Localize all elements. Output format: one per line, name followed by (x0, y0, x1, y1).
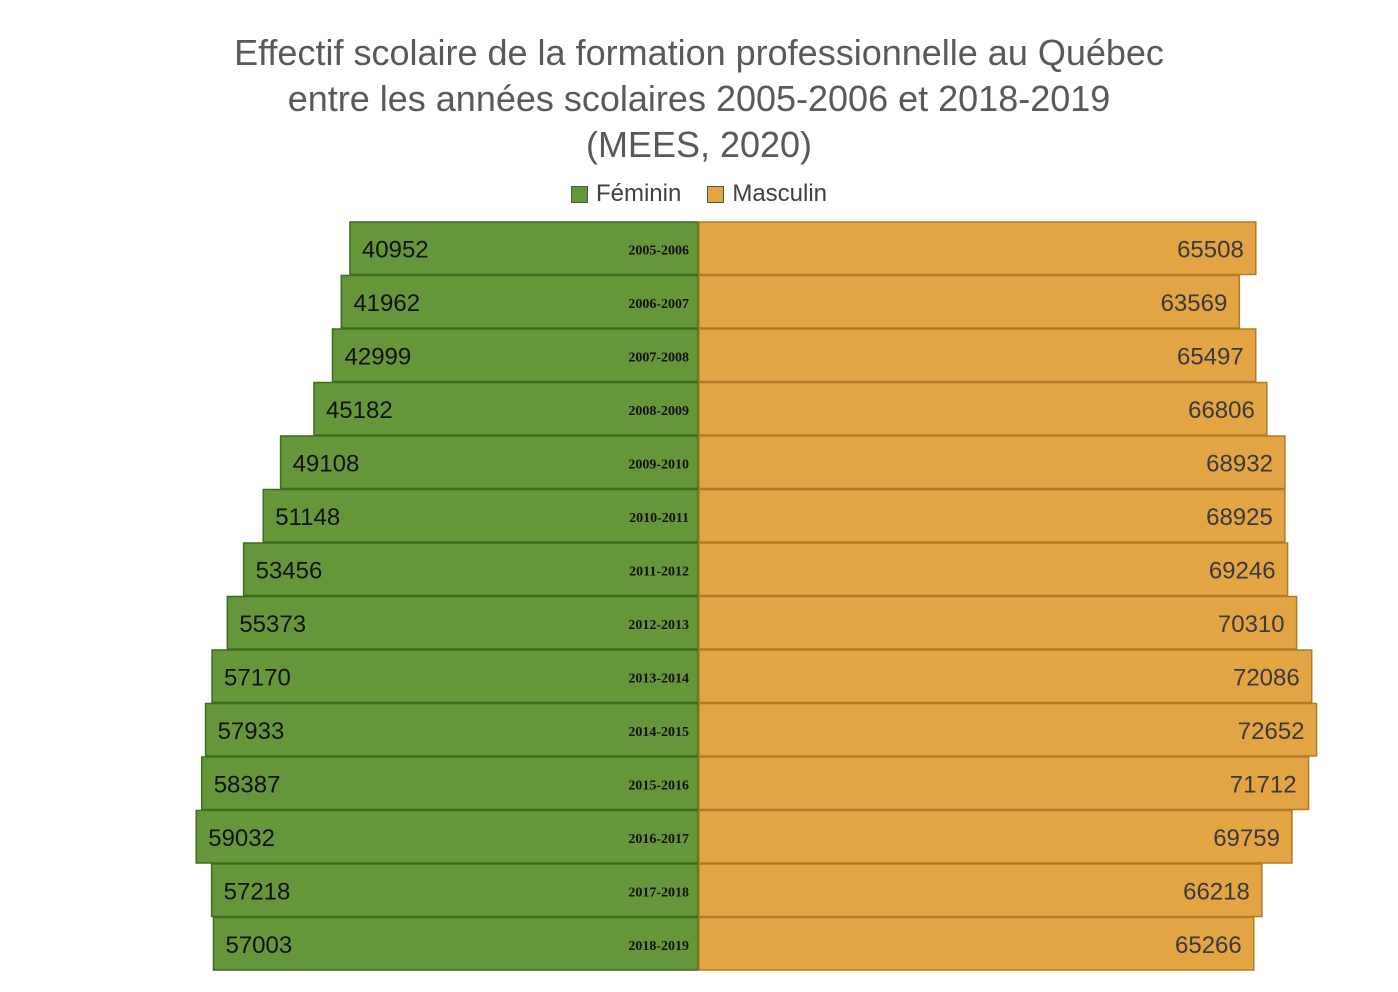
data-label-masculin-2016-2017: 69759 (1213, 825, 1280, 852)
bar-feminin-2016-2017 (195, 809, 699, 864)
category-label-2017-2018: 2017-2018 (628, 885, 689, 900)
category-label-2012-2013: 2012-2013 (628, 618, 689, 633)
data-label-masculin-2015-2016: 71712 (1230, 771, 1297, 798)
bar-masculin-2006-2007 (698, 274, 1241, 329)
bar-feminin-2009-2010 (279, 435, 699, 490)
bar-feminin-2012-2013 (226, 595, 699, 650)
data-label-feminin-2006-2007: 41962 (353, 290, 420, 317)
data-label-masculin-2009-2010: 68932 (1206, 450, 1273, 477)
bar-feminin-2005-2006 (349, 221, 699, 276)
data-label-feminin-2005-2006: 40952 (362, 236, 429, 263)
legend-label-feminin: Féminin (595, 180, 682, 207)
category-label-2013-2014: 2013-2014 (628, 671, 689, 686)
bar-masculin-2010-2011 (698, 488, 1286, 543)
bar-masculin-2005-2006 (698, 221, 1257, 276)
bar-masculin-2018-2019 (698, 916, 1255, 971)
bar-masculin-2009-2010 (698, 435, 1286, 490)
bar-feminin-2011-2012 (242, 542, 699, 597)
data-label-feminin-2017-2018: 57218 (224, 878, 291, 905)
data-label-feminin-2009-2010: 49108 (293, 450, 360, 477)
data-label-masculin-2008-2009: 66806 (1188, 397, 1255, 424)
category-label-2011-2012: 2011-2012 (629, 564, 689, 579)
chart-title-line-2: entre les années scolaires 2005-2006 et … (287, 78, 1111, 119)
bar-masculin-2014-2015 (698, 702, 1318, 757)
category-label-2010-2011: 2010-2011 (629, 511, 689, 526)
data-label-feminin-2008-2009: 45182 (326, 397, 393, 424)
data-label-masculin-2006-2007: 63569 (1161, 290, 1228, 317)
category-label-2005-2006: 2005-2006 (628, 243, 689, 258)
data-label-feminin-2011-2012: 53456 (256, 557, 323, 584)
bar-feminin-2007-2008 (331, 328, 699, 383)
category-label-2006-2007: 2006-2007 (628, 297, 689, 312)
bar-masculin-2007-2008 (698, 328, 1257, 383)
category-label-2018-2019: 2018-2019 (628, 939, 689, 954)
legend-item-feminin: Féminin (570, 180, 682, 208)
category-label-2016-2017: 2016-2017 (628, 832, 689, 847)
legend-label-masculin: Masculin (732, 180, 828, 207)
bar-feminin-2018-2019 (212, 916, 699, 971)
data-label-feminin-2016-2017: 59032 (208, 825, 275, 852)
data-label-masculin-2013-2014: 72086 (1233, 664, 1300, 691)
legend-item-masculin: Masculin (707, 180, 827, 208)
bar-masculin-2016-2017 (698, 809, 1293, 864)
chart-legend: Féminin Masculin (0, 180, 1398, 208)
bar-feminin-2006-2007 (340, 274, 699, 329)
category-label-2009-2010: 2009-2010 (628, 457, 689, 472)
bar-feminin-2008-2009 (313, 381, 699, 436)
chart-title-line-1: Effectif scolaire de la formation profes… (234, 32, 1164, 73)
data-label-feminin-2015-2016: 58387 (214, 771, 281, 798)
data-label-feminin-2010-2011: 51148 (275, 504, 340, 531)
bar-feminin-2017-2018 (210, 863, 699, 918)
data-label-feminin-2014-2015: 57933 (218, 718, 285, 745)
bar-masculin-2011-2012 (698, 542, 1289, 597)
category-label-2015-2016: 2015-2016 (628, 778, 689, 793)
bar-masculin-2017-2018 (698, 863, 1263, 918)
bar-feminin-2013-2014 (211, 649, 699, 704)
category-label-2007-2008: 2007-2008 (628, 350, 689, 365)
data-label-masculin-2014-2015: 72652 (1238, 718, 1305, 745)
bar-feminin-2014-2015 (204, 702, 699, 757)
bar-masculin-2015-2016 (698, 756, 1310, 811)
data-label-masculin-2018-2019: 65266 (1175, 932, 1242, 959)
data-label-feminin-2007-2008: 42999 (345, 343, 412, 370)
legend-swatch-masculin (707, 185, 725, 203)
data-label-masculin-2010-2011: 68925 (1206, 504, 1273, 531)
bar-feminin-2010-2011 (262, 488, 699, 543)
legend-swatch-feminin (570, 185, 588, 203)
chart-title-line-3: (MEES, 2020) (585, 124, 813, 165)
chart-title: Effectif scolaire de la formation profes… (0, 30, 1398, 168)
data-label-masculin-2007-2008: 65497 (1177, 343, 1244, 370)
data-label-masculin-2011-2012: 69246 (1209, 557, 1276, 584)
category-label-2014-2015: 2014-2015 (628, 725, 689, 740)
data-label-masculin-2017-2018: 66218 (1183, 878, 1250, 905)
bar-masculin-2008-2009 (698, 381, 1268, 436)
bar-masculin-2013-2014 (698, 649, 1313, 704)
data-label-masculin-2005-2006: 65508 (1177, 236, 1244, 263)
category-label-2008-2009: 2008-2009 (628, 404, 689, 419)
data-label-feminin-2012-2013: 55373 (239, 611, 306, 638)
bar-feminin-2015-2016 (200, 756, 699, 811)
data-label-feminin-2013-2014: 57170 (224, 664, 291, 691)
data-label-feminin-2018-2019: 57003 (225, 932, 292, 959)
data-label-masculin-2012-2013: 70310 (1218, 611, 1285, 638)
bar-masculin-2012-2013 (698, 595, 1298, 650)
